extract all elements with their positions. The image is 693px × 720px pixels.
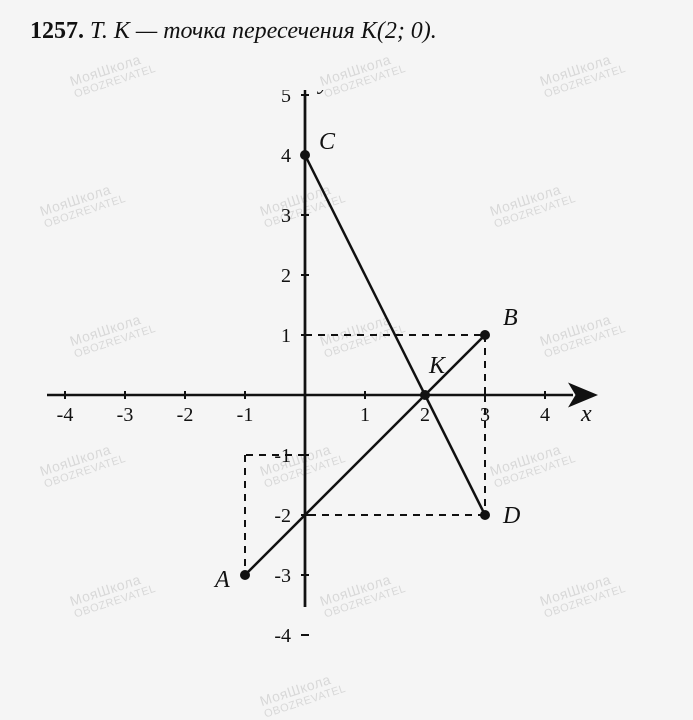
- svg-text:2: 2: [281, 265, 291, 287]
- svg-text:4: 4: [281, 145, 291, 167]
- svg-text:-4: -4: [57, 404, 74, 426]
- svg-text:B: B: [503, 305, 518, 331]
- svg-text:K: K: [428, 353, 447, 379]
- svg-text:4: 4: [540, 404, 550, 426]
- mid-text: — точка пересечения: [130, 18, 361, 44]
- svg-text:-4: -4: [274, 625, 291, 647]
- prefix-text: Т.: [90, 18, 114, 44]
- svg-text:3: 3: [281, 205, 291, 227]
- svg-text:y: y: [317, 90, 330, 95]
- svg-text:1: 1: [281, 325, 291, 347]
- svg-text:1: 1: [360, 404, 370, 426]
- svg-text:-3: -3: [117, 404, 134, 426]
- svg-text:x: x: [580, 401, 592, 427]
- svg-text:A: A: [213, 567, 230, 593]
- problem-number: 1257.: [30, 18, 84, 44]
- coordinate-chart: -4-3-2-11234-4-3-2-112345ABCDKyx: [40, 90, 600, 695]
- svg-text:-2: -2: [177, 404, 194, 426]
- svg-text:-2: -2: [274, 505, 291, 527]
- svg-text:2: 2: [420, 404, 430, 426]
- point-expr: K(2; 0).: [361, 18, 437, 44]
- svg-text:D: D: [502, 503, 520, 529]
- svg-text:-1: -1: [237, 404, 254, 426]
- problem-header: 1257. Т. K — точка пересечения K(2; 0).: [30, 18, 673, 45]
- chart-svg: -4-3-2-11234-4-3-2-112345ABCDKyx: [40, 90, 600, 690]
- svg-text:C: C: [319, 129, 336, 155]
- var-K: K: [114, 18, 130, 44]
- svg-text:5: 5: [281, 90, 291, 107]
- svg-text:-3: -3: [274, 565, 291, 587]
